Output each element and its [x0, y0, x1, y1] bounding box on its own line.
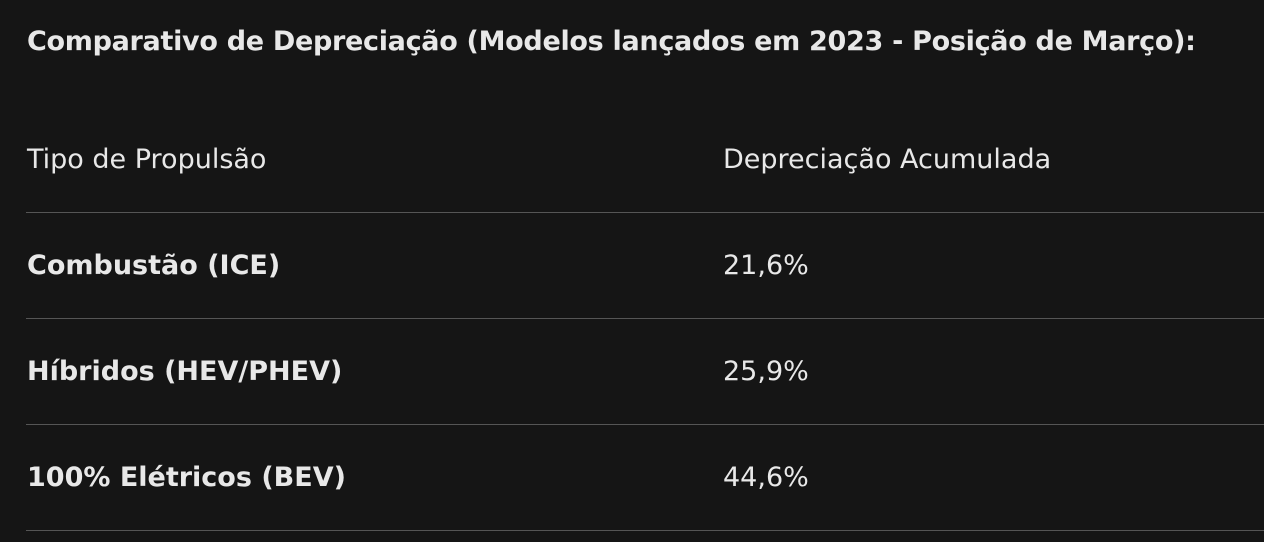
depreciation-value: 21,6%: [722, 212, 1264, 319]
table-row: Combustão (ICE) 21,6%: [26, 212, 1264, 319]
table-row: Híbridos (HEV/PHEV) 25,9%: [26, 318, 1264, 425]
depreciation-value: 25,9%: [722, 318, 1264, 425]
table-head: Tipo de Propulsão Depreciação Acumulada: [26, 107, 1264, 213]
propulsion-type: Híbridos (HEV/PHEV): [26, 318, 722, 425]
depreciation-value: 44,6%: [722, 424, 1264, 531]
table-row: 100% Elétricos (BEV) 44,6%: [26, 424, 1264, 531]
propulsion-type: Combustão (ICE): [26, 212, 722, 319]
column-header: Tipo de Propulsão: [26, 107, 722, 213]
comparison-table: Tipo de Propulsão Depreciação Acumulada …: [26, 107, 1264, 531]
title: Comparativo de Depreciação (Modelos lanç…: [27, 26, 1196, 57]
table-body: Combustão (ICE) 21,6% Híbridos (HEV/PHEV) 2…: [26, 212, 1264, 531]
propulsion-type: 100% Elétricos (BEV): [26, 424, 722, 531]
column-header: Depreciação Acumulada: [722, 107, 1264, 213]
header-row: Tipo de Propulsão Depreciação Acumulada: [26, 107, 1264, 213]
